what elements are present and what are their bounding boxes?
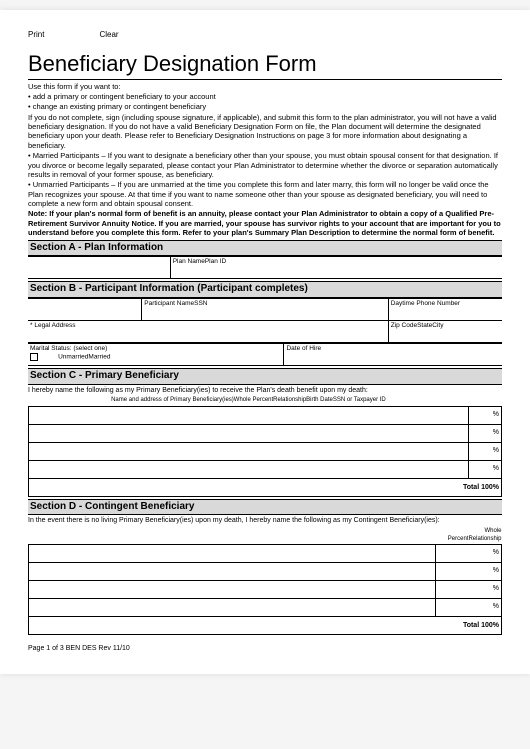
intro-bullet1: • add a primary or contingent beneficiar…: [28, 92, 502, 101]
marital-label: Marital Status: (select one): [30, 345, 107, 352]
date-hire-field[interactable]: Date of Hire: [284, 343, 502, 365]
zip-field[interactable]: Zip CodeStateCity: [388, 320, 502, 342]
bene-c-row3-name[interactable]: [29, 442, 469, 460]
intro-bullet2: • change an existing primary or continge…: [28, 102, 502, 111]
bene-d-row1-pct[interactable]: %: [435, 545, 501, 563]
intro-text: Use this form if you want to: • add a pr…: [28, 82, 502, 238]
intro-line1: Use this form if you want to:: [28, 82, 502, 91]
bene-d-row4-pct[interactable]: %: [435, 599, 501, 617]
bene-c-table: Name and address of Primary Beneficiary(…: [28, 396, 502, 497]
bene-c-row3-pct[interactable]: %: [468, 442, 501, 460]
unmarried-label: UnmarriedMarried: [58, 354, 110, 361]
top-buttons: Print Clear: [28, 30, 502, 40]
bene-c-row4-name[interactable]: [29, 460, 469, 478]
print-button[interactable]: Print: [28, 30, 44, 40]
bene-d-intro: In the event there is no living Primary …: [28, 517, 502, 526]
intro-p1: If you do not complete, sign (including …: [28, 113, 502, 151]
bene-d-header: Whole PercentRelationship: [435, 527, 501, 545]
daytime-phone-field[interactable]: Daytime Phone Number: [388, 298, 502, 320]
intro-note: Note: If your plan's normal form of bene…: [28, 209, 502, 237]
clear-button[interactable]: Clear: [99, 30, 118, 40]
bene-c-row2-name[interactable]: [29, 424, 469, 442]
bene-c-row2-pct[interactable]: %: [468, 424, 501, 442]
page-footer: Page 1 of 3 BEN DES Rev 11/10: [28, 645, 502, 654]
bene-c-header: Name and address of Primary Beneficiary(…: [29, 396, 469, 406]
bene-d-row4-name[interactable]: [29, 599, 436, 617]
page-title: Beneficiary Designation Form: [28, 50, 502, 80]
bene-c-row4-pct[interactable]: %: [468, 460, 501, 478]
bene-c-total: Total 100%: [29, 478, 502, 496]
section-a-head: Section A - Plan Information: [28, 240, 502, 257]
bene-d-table: Whole PercentRelationship % % % % Total …: [28, 527, 502, 635]
bene-d-row3-name[interactable]: [29, 581, 436, 599]
bene-c-row1-name[interactable]: [29, 406, 469, 424]
bene-d-row1-name[interactable]: [29, 545, 436, 563]
intro-p2: • Married Participants – If you want to …: [28, 151, 502, 179]
plan-name-field[interactable]: Plan NamePlan ID: [170, 257, 502, 279]
section-a-table: Plan NamePlan ID: [28, 256, 502, 279]
participant-name-field[interactable]: Participant NameSSN: [142, 298, 388, 320]
section-d-head: Section D - Contingent Beneficiary: [28, 499, 502, 516]
section-b-table: Participant NameSSN Daytime Phone Number…: [28, 298, 502, 343]
bene-c-intro: I hereby name the following as my Primar…: [28, 387, 502, 396]
bene-d-row2-pct[interactable]: %: [435, 563, 501, 581]
section-b-head: Section B - Participant Information (Par…: [28, 281, 502, 298]
marital-table: Marital Status: (select one) UnmarriedMa…: [28, 343, 502, 366]
checkbox-unmarried[interactable]: [30, 353, 38, 361]
intro-p3: • Unmarried Participants – If you are un…: [28, 180, 502, 208]
bene-c-row1-pct[interactable]: %: [468, 406, 501, 424]
bene-d-row3-pct[interactable]: %: [435, 581, 501, 599]
form-page: Print Clear Beneficiary Designation Form…: [0, 10, 530, 674]
bene-d-total: Total 100%: [29, 617, 502, 635]
section-c-head: Section C - Primary Beneficiary: [28, 368, 502, 385]
legal-address-field[interactable]: * Legal Address: [28, 320, 388, 342]
bene-d-row2-name[interactable]: [29, 563, 436, 581]
